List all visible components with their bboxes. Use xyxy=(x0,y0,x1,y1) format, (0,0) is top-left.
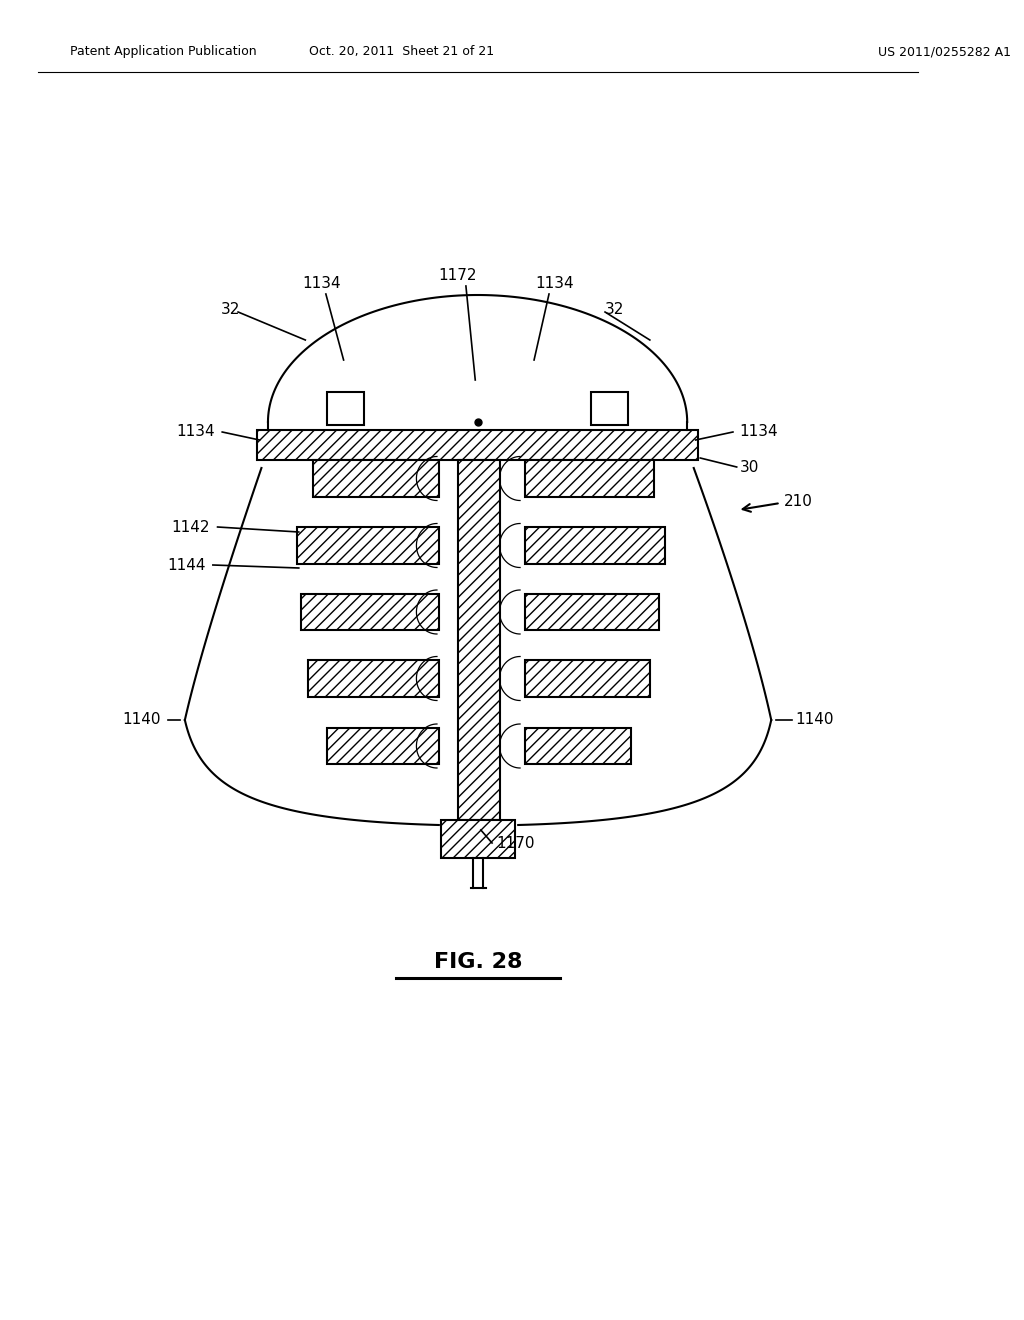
Bar xyxy=(458,459,500,820)
Bar xyxy=(524,459,653,498)
Bar xyxy=(440,820,515,858)
Text: US 2011/0255282 A1: US 2011/0255282 A1 xyxy=(878,45,1011,58)
Text: 1140: 1140 xyxy=(796,713,834,727)
Text: 32: 32 xyxy=(221,302,241,318)
Bar xyxy=(257,430,698,459)
Bar xyxy=(327,729,439,764)
Text: 210: 210 xyxy=(784,495,813,510)
Text: 1134: 1134 xyxy=(739,425,778,440)
Text: 1140: 1140 xyxy=(122,713,161,727)
Text: 1134: 1134 xyxy=(536,276,573,290)
Text: 32: 32 xyxy=(605,302,624,318)
Text: Patent Application Publication: Patent Application Publication xyxy=(70,45,257,58)
Text: 1142: 1142 xyxy=(172,520,210,535)
Bar xyxy=(524,660,650,697)
Text: Oct. 20, 2011  Sheet 21 of 21: Oct. 20, 2011 Sheet 21 of 21 xyxy=(309,45,494,58)
Text: 30: 30 xyxy=(739,459,759,474)
Bar xyxy=(301,594,439,630)
Bar xyxy=(308,660,439,697)
Text: 1134: 1134 xyxy=(302,276,341,290)
Bar xyxy=(524,729,631,764)
Bar xyxy=(524,527,665,564)
Text: 1134: 1134 xyxy=(176,425,215,440)
Bar xyxy=(591,392,629,425)
Text: FIG. 28: FIG. 28 xyxy=(434,952,522,972)
Text: 1170: 1170 xyxy=(497,836,536,850)
Text: 1172: 1172 xyxy=(438,268,477,282)
Bar xyxy=(524,594,659,630)
Bar xyxy=(297,527,439,564)
Bar xyxy=(312,459,439,498)
Text: 1144: 1144 xyxy=(167,557,206,573)
Bar xyxy=(327,392,365,425)
